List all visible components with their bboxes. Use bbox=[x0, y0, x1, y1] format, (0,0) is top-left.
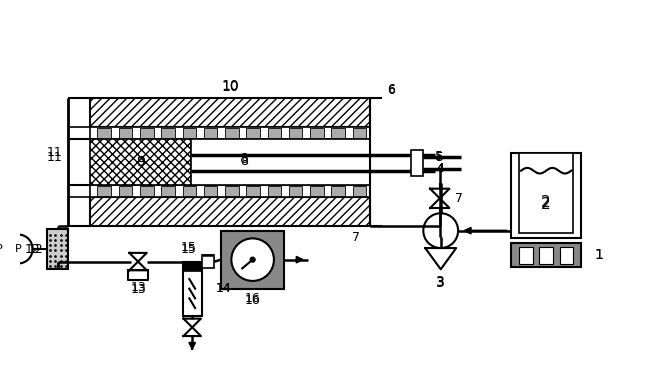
Bar bbox=[183, 262, 202, 271]
Text: 7: 7 bbox=[455, 192, 463, 205]
Text: 16: 16 bbox=[245, 294, 261, 307]
Bar bbox=[289, 186, 302, 196]
Bar bbox=[119, 186, 132, 196]
Text: 5: 5 bbox=[436, 151, 444, 164]
Text: 10: 10 bbox=[221, 79, 239, 92]
Bar bbox=[161, 186, 175, 196]
Text: 15: 15 bbox=[181, 241, 196, 254]
Bar bbox=[519, 153, 573, 233]
Bar bbox=[90, 98, 370, 127]
Text: 12: 12 bbox=[28, 243, 44, 256]
Text: 14: 14 bbox=[215, 282, 231, 295]
Bar bbox=[512, 153, 581, 238]
Text: 6: 6 bbox=[387, 84, 395, 97]
Text: 1: 1 bbox=[595, 248, 603, 262]
Circle shape bbox=[4, 235, 32, 264]
Text: 11: 11 bbox=[47, 151, 63, 163]
Text: 13: 13 bbox=[131, 281, 147, 294]
Bar bbox=[540, 247, 553, 264]
Text: 3: 3 bbox=[436, 275, 445, 289]
Bar bbox=[98, 128, 111, 138]
Bar bbox=[332, 186, 345, 196]
Text: 9: 9 bbox=[136, 155, 145, 169]
Bar bbox=[183, 186, 196, 196]
Text: 14: 14 bbox=[215, 282, 231, 295]
Bar bbox=[560, 247, 573, 264]
Circle shape bbox=[423, 213, 458, 248]
Bar bbox=[512, 243, 581, 267]
Text: 15: 15 bbox=[181, 243, 196, 256]
Bar bbox=[140, 186, 153, 196]
Polygon shape bbox=[425, 248, 456, 269]
Bar bbox=[332, 128, 345, 138]
Text: 4: 4 bbox=[435, 163, 443, 176]
Bar bbox=[47, 229, 68, 269]
Bar bbox=[204, 186, 217, 196]
Text: 8: 8 bbox=[240, 152, 249, 166]
Text: 4: 4 bbox=[436, 162, 444, 175]
Bar bbox=[310, 186, 324, 196]
Bar bbox=[119, 128, 132, 138]
Bar bbox=[225, 128, 239, 138]
Text: 6: 6 bbox=[387, 83, 395, 96]
Bar bbox=[183, 128, 196, 138]
Bar bbox=[90, 197, 370, 226]
Bar bbox=[268, 128, 281, 138]
Text: 10: 10 bbox=[221, 79, 239, 94]
Bar bbox=[202, 255, 215, 269]
Text: 2: 2 bbox=[541, 195, 551, 210]
Bar bbox=[221, 231, 284, 289]
Text: 7: 7 bbox=[352, 231, 359, 244]
Bar bbox=[268, 186, 281, 196]
Circle shape bbox=[231, 238, 274, 281]
Text: 1: 1 bbox=[595, 248, 603, 262]
Text: 11: 11 bbox=[47, 146, 63, 159]
Text: 16: 16 bbox=[245, 292, 261, 305]
Bar bbox=[411, 150, 423, 176]
Text: 8: 8 bbox=[240, 155, 248, 168]
Bar bbox=[225, 186, 239, 196]
Bar bbox=[519, 247, 532, 264]
Bar bbox=[353, 128, 366, 138]
Text: 3: 3 bbox=[436, 276, 445, 290]
Circle shape bbox=[250, 257, 255, 262]
Text: 13: 13 bbox=[130, 283, 146, 296]
Bar bbox=[204, 128, 217, 138]
Bar bbox=[310, 128, 324, 138]
Bar bbox=[353, 186, 366, 196]
Bar bbox=[246, 186, 260, 196]
Text: 2: 2 bbox=[541, 197, 551, 212]
Bar bbox=[161, 128, 175, 138]
Bar bbox=[246, 128, 260, 138]
Text: 9: 9 bbox=[136, 155, 145, 169]
Text: P: P bbox=[0, 244, 2, 254]
Bar bbox=[98, 186, 111, 196]
Text: P: P bbox=[15, 244, 21, 254]
Bar bbox=[90, 185, 370, 197]
Bar bbox=[140, 128, 153, 138]
Bar bbox=[90, 127, 370, 139]
Text: 12: 12 bbox=[25, 243, 40, 256]
Bar bbox=[90, 139, 191, 185]
Text: 5: 5 bbox=[435, 150, 443, 163]
Bar bbox=[183, 262, 202, 316]
Bar bbox=[191, 139, 370, 185]
Bar bbox=[289, 128, 302, 138]
